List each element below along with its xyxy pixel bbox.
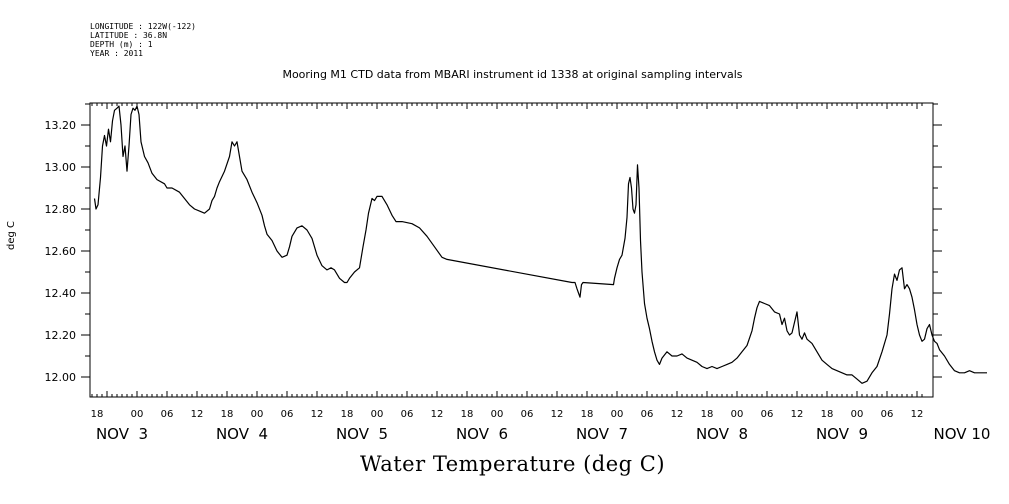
x-date-label: NOV 4 bbox=[216, 425, 268, 443]
x-hour-label: 06 bbox=[161, 409, 174, 420]
x-date-label: NOV 9 bbox=[816, 425, 868, 443]
x-date-label: NOV 7 bbox=[576, 425, 628, 443]
x-hour-label: 12 bbox=[911, 409, 924, 420]
x-hour-label: 12 bbox=[431, 409, 444, 420]
x-hour-label: 06 bbox=[521, 409, 534, 420]
y-tick-label: 12.20 bbox=[45, 329, 77, 342]
y-tick-label: 12.80 bbox=[45, 203, 77, 216]
x-hour-label: 18 bbox=[581, 409, 594, 420]
x-hour-label: 00 bbox=[731, 409, 744, 420]
meta-year: YEAR : 2011 bbox=[90, 49, 143, 58]
x-hour-label: 00 bbox=[611, 409, 624, 420]
x-hour-label: 00 bbox=[851, 409, 864, 420]
y-tick-label: 13.00 bbox=[45, 161, 77, 174]
x-hour-label: 00 bbox=[491, 409, 504, 420]
x-date-label: NOV 8 bbox=[696, 425, 748, 443]
meta-depth: DEPTH (m) : 1 bbox=[90, 40, 153, 49]
metadata-block: LONGITUDE : 122W(-122) LATITUDE : 36.8N … bbox=[90, 22, 196, 58]
x-hour-label: 06 bbox=[641, 409, 654, 420]
x-hour-label: 00 bbox=[371, 409, 384, 420]
meta-latitude: LATITUDE : 36.8N bbox=[90, 31, 168, 40]
y-tick-label: 12.40 bbox=[45, 287, 77, 300]
temperature-series-line bbox=[93, 105, 987, 384]
x-axis-label: Water Temperature (deg C) bbox=[359, 452, 666, 476]
x-hour-label: 06 bbox=[281, 409, 294, 420]
x-hour-label: 12 bbox=[311, 409, 324, 420]
x-hour-label: 00 bbox=[131, 409, 144, 420]
x-date-label: NOV 3 bbox=[96, 425, 148, 443]
x-date-label: NOV 10 bbox=[934, 425, 991, 443]
x-hour-label: 18 bbox=[341, 409, 354, 420]
chart-title: Mooring M1 CTD data from MBARI instrumen… bbox=[282, 68, 743, 81]
x-hour-label: 06 bbox=[401, 409, 414, 420]
y-tick-label: 12.60 bbox=[45, 245, 77, 258]
x-date-label: NOV 6 bbox=[456, 425, 508, 443]
x-hour-label: 12 bbox=[791, 409, 804, 420]
y-tick-label: 13.20 bbox=[45, 119, 77, 132]
x-hour-label: 18 bbox=[461, 409, 474, 420]
x-hour-label: 00 bbox=[251, 409, 264, 420]
x-hour-label: 18 bbox=[821, 409, 834, 420]
x-date-label: NOV 5 bbox=[336, 425, 388, 443]
x-hour-label: 12 bbox=[551, 409, 564, 420]
x-hour-label: 18 bbox=[91, 409, 104, 420]
x-hour-label: 12 bbox=[191, 409, 204, 420]
x-hour-label: 18 bbox=[221, 409, 234, 420]
x-hour-label: 06 bbox=[881, 409, 894, 420]
y-tick-label: 12.00 bbox=[45, 371, 77, 384]
x-hour-label: 12 bbox=[671, 409, 684, 420]
plot-frame bbox=[89, 102, 934, 398]
x-hour-label: 06 bbox=[761, 409, 774, 420]
meta-longitude: LONGITUDE : 122W(-122) bbox=[90, 22, 196, 31]
x-hour-label: 18 bbox=[701, 409, 714, 420]
